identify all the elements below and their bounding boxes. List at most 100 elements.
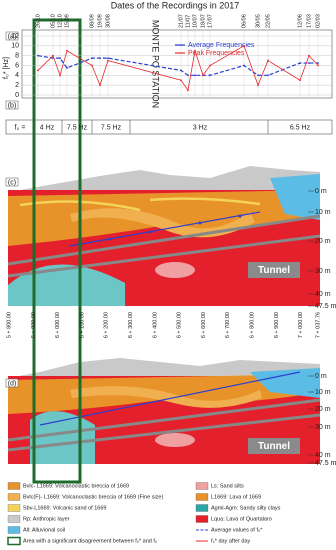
tunnel-label: Tunnel xyxy=(258,441,290,452)
legend-swatch xyxy=(195,515,209,523)
panel-a-frame xyxy=(21,29,333,99)
chainage-label: 6 + 900.00 xyxy=(274,312,280,338)
x-date-label: 30/08 xyxy=(105,14,111,28)
chainage-label: 6 + 400.00 xyxy=(152,312,158,338)
chainage-label: 6 + 700.00 xyxy=(225,312,231,338)
x-date-label: 17/07 xyxy=(207,14,213,28)
legend-swatch xyxy=(7,515,21,523)
point xyxy=(194,74,196,77)
x-date-label: 05/10 xyxy=(50,14,56,28)
x-date-label: 08/09 xyxy=(89,14,95,28)
panel-b-row xyxy=(5,119,333,135)
chainage-label: 6 + 200.00 xyxy=(104,312,110,338)
point xyxy=(37,54,39,57)
x-date-label: 15/09 xyxy=(64,14,70,28)
point xyxy=(66,67,68,69)
point xyxy=(99,57,101,60)
chainage-label: 6 + 600.00 xyxy=(201,312,207,338)
depth-label: 30 m xyxy=(315,268,331,275)
point xyxy=(99,84,101,87)
point xyxy=(180,69,182,72)
chainage-label: 5 + 900.00 xyxy=(31,312,37,338)
depth-label: 47.5 m xyxy=(315,303,336,310)
f0-value: 4 Hz xyxy=(40,124,55,131)
point xyxy=(180,79,182,82)
y-tick-label: 0 xyxy=(15,92,19,99)
chainage-label: 6 + 300.00 xyxy=(128,312,134,338)
depth-label: 10 m xyxy=(315,389,331,396)
point xyxy=(308,54,310,57)
legend-label: Area with a significant disagreement bet… xyxy=(23,538,157,544)
legend-label: Average Frequencies xyxy=(188,42,255,49)
y-tick-label: 6 xyxy=(15,62,19,69)
point xyxy=(317,64,319,67)
y-axis-label: f₀* [Hz] xyxy=(3,57,10,79)
legend-label: Bvlc(F)- L1669: Volcanoclastic breccia o… xyxy=(23,494,163,500)
point xyxy=(37,69,39,72)
depth-label: 40 m xyxy=(315,291,331,298)
panel-label: (c) xyxy=(8,179,16,186)
point xyxy=(187,74,189,77)
depth-label: 20 m xyxy=(315,238,331,245)
x-date-label: 21/07 xyxy=(178,14,184,28)
x-date-label: 18/07 xyxy=(200,14,206,28)
section-c xyxy=(5,166,321,306)
x-date-label: 12/10 xyxy=(57,14,63,28)
chainage-label: 6 + 000.00 xyxy=(55,312,61,338)
point xyxy=(59,57,61,60)
depth-label: 30 m xyxy=(315,424,331,431)
legend-label: All: Alluvional soil xyxy=(23,527,65,533)
point xyxy=(267,74,269,77)
legend-label: Rp: Anthropic layer xyxy=(23,516,70,522)
figure-title: Dates of the Recordings in 2017 xyxy=(111,0,240,10)
point xyxy=(52,54,54,57)
point xyxy=(243,64,245,67)
point xyxy=(267,59,269,62)
x-date-label: 30/05 xyxy=(255,14,261,28)
chainage-label: 6 + 100.00 xyxy=(79,312,85,338)
x-date-label: 10/07 xyxy=(192,14,198,28)
point xyxy=(317,62,319,64)
f0-value: 7.5 Hz xyxy=(67,124,88,131)
legend-swatch xyxy=(195,504,209,512)
x-date-label: 17/03 xyxy=(306,14,312,28)
chainage-label: 7 + 037.76 xyxy=(315,312,321,338)
chainage-label: 6 + 800.00 xyxy=(249,312,255,338)
legend-label: Average values of f₀* xyxy=(211,527,263,533)
panel-label: (b) xyxy=(8,102,17,109)
station-annotation: MONTE PO STATION xyxy=(151,20,161,108)
legend-label: Sbv-L1669: Volcanic sand of 1669 xyxy=(23,505,106,511)
depth-label: 0 m xyxy=(315,188,327,195)
f0-value: 6.5 Hz xyxy=(290,124,311,131)
legend-swatch xyxy=(7,493,21,501)
legend-label: Ls: Sand silts xyxy=(211,483,244,489)
x-date-label: 26/10 xyxy=(35,14,41,28)
legend-label: f₀* day after day xyxy=(211,538,251,544)
y-tick-label: 10 xyxy=(11,43,19,50)
y-tick-label: 4 xyxy=(15,72,19,79)
point xyxy=(194,49,196,52)
point xyxy=(257,74,259,77)
section-d xyxy=(5,358,321,464)
legend-label: Bvlc- L1669: Volcanoclastic breccia of 1… xyxy=(23,483,129,489)
disagreement-area xyxy=(32,18,82,484)
legend-label: Agml-Agm: Sandy silty clays xyxy=(211,505,281,511)
tunnel-label: Tunnel xyxy=(258,265,290,276)
point xyxy=(257,84,259,87)
legend-label: L1669: Lava of 1669 xyxy=(211,494,261,500)
point xyxy=(299,79,301,82)
point xyxy=(209,64,211,67)
point xyxy=(209,74,211,77)
depth-label: 0 m xyxy=(315,373,327,380)
depth-label: 47.5 m xyxy=(315,460,336,467)
x-date-label: 22/05 xyxy=(265,14,271,28)
point xyxy=(202,74,204,77)
point xyxy=(187,89,189,91)
y-tick-label: 12 xyxy=(11,33,19,40)
legend-swatch xyxy=(195,493,209,501)
point xyxy=(107,57,109,60)
row-label: f₀ = xyxy=(15,124,26,131)
depth-label: 40 m xyxy=(315,452,331,459)
chainage-label: 7 + 000.00 xyxy=(298,312,304,338)
